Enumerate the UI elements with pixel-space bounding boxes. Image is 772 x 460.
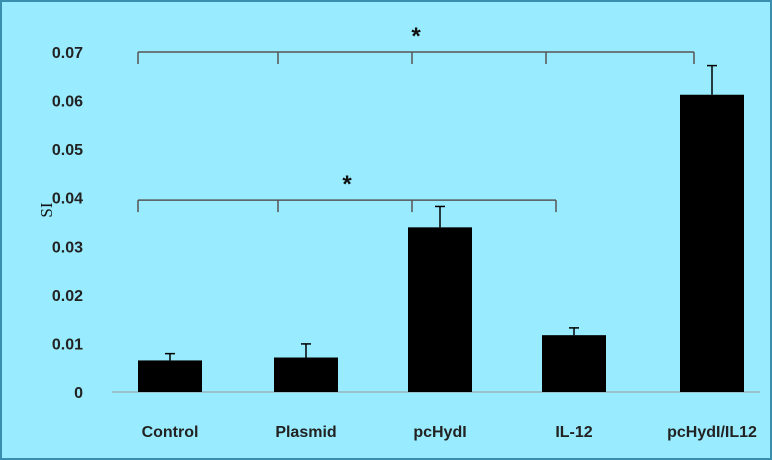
error-bars xyxy=(165,64,717,361)
bar xyxy=(408,227,472,392)
x-axis: Control Plasmid pcHydI IL-12 pcHydI/IL12 xyxy=(112,391,760,441)
y-tick-label: 0.06 xyxy=(52,94,83,111)
error-bar xyxy=(301,343,311,358)
significance-star: * xyxy=(342,171,352,198)
bar xyxy=(680,94,744,392)
y-tick-label: 0.04 xyxy=(52,191,83,208)
y-axis: 0 0.01 0.02 0.03 0.04 0.05 0.06 0.07 xyxy=(52,45,83,402)
bar xyxy=(274,357,338,392)
y-tick-label: 0.03 xyxy=(52,239,83,256)
bars xyxy=(138,94,744,392)
y-tick-label: 0.01 xyxy=(52,336,83,353)
x-tick-label: pcHydI xyxy=(413,424,466,441)
x-tick-label: Control xyxy=(142,424,199,441)
error-bar xyxy=(165,352,175,361)
y-tick-label: 0.02 xyxy=(52,288,83,305)
bar xyxy=(138,360,202,392)
x-tick-label: Plasmid xyxy=(275,424,336,441)
error-bar xyxy=(435,205,445,228)
y-tick-label: 0 xyxy=(74,385,83,402)
significance-bracket: * xyxy=(137,171,557,213)
x-tick-label: pcHydI/IL12 xyxy=(667,424,757,441)
bar xyxy=(542,335,606,392)
y-axis-label: SI xyxy=(37,202,56,217)
error-bar xyxy=(569,327,579,336)
y-tick-label: 0.07 xyxy=(52,45,83,62)
significance-bracket: * xyxy=(137,23,695,64)
significance-star: * xyxy=(411,23,421,50)
significance-brackets: ** xyxy=(137,23,695,213)
error-bar xyxy=(707,64,717,95)
x-tick-label: IL-12 xyxy=(555,424,592,441)
y-tick-label: 0.05 xyxy=(52,142,83,159)
